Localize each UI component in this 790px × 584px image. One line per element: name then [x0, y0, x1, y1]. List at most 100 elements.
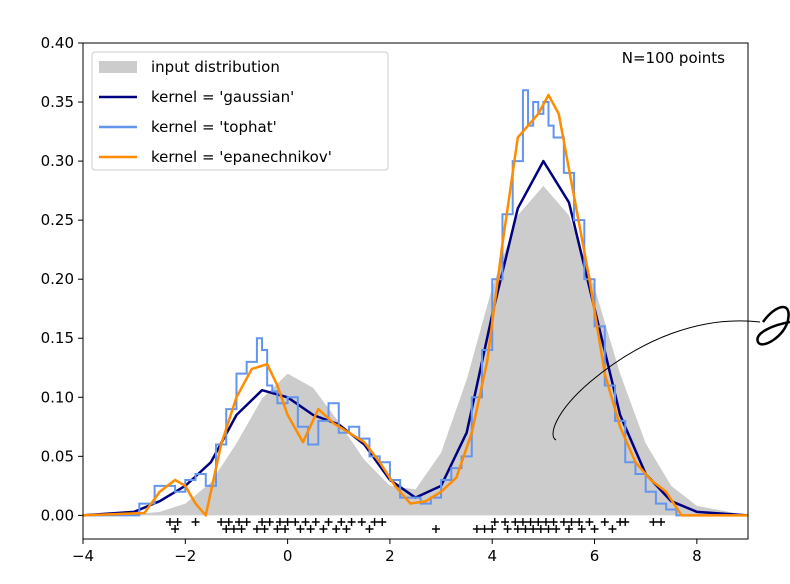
- y-tick-label: 0.25: [41, 211, 74, 229]
- sample-point: [564, 525, 573, 533]
- sample-point: [501, 518, 510, 526]
- sample-point: [171, 525, 180, 533]
- sample-point: [296, 525, 305, 533]
- sample-point: [472, 525, 481, 533]
- sample-point: [260, 525, 269, 533]
- sample-point: [480, 525, 489, 533]
- sample-point: [552, 525, 561, 533]
- sample-point: [513, 525, 522, 533]
- sample-point: [541, 518, 550, 526]
- sample-point: [342, 525, 351, 533]
- y-tick-label: 0.20: [41, 270, 74, 288]
- legend-label-tophat: kernel = 'tophat': [151, 118, 277, 136]
- signature-stroke: [552, 320, 761, 441]
- series-tophat: [83, 89, 748, 517]
- sample-point: [567, 518, 576, 526]
- sample-point: [235, 518, 244, 526]
- x-axis: −4 −2 0 2 4 6 8: [72, 539, 702, 565]
- y-tick-label: 0.35: [41, 93, 74, 111]
- sample-point: [237, 525, 246, 533]
- signature-drawing: [552, 305, 790, 441]
- legend-label-epanechnikov: kernel = 'epanechnikov': [151, 148, 332, 166]
- sample-point: [311, 518, 320, 526]
- sample-point: [657, 518, 666, 526]
- sample-point: [600, 518, 609, 526]
- sample-point: [347, 518, 356, 526]
- sample-point: [324, 518, 333, 526]
- sample-point: [431, 525, 440, 533]
- sample-point: [549, 518, 558, 526]
- sample-point: [378, 518, 387, 526]
- sample-point: [490, 518, 499, 526]
- sample-point: [242, 518, 251, 526]
- x-tick-label: 0: [283, 547, 293, 565]
- sample-point: [608, 525, 617, 533]
- sample-point: [621, 518, 630, 526]
- sample-point: [273, 525, 282, 533]
- sample-point: [575, 518, 584, 526]
- sample-point: [252, 525, 261, 533]
- y-tick-label: 0.15: [41, 329, 74, 347]
- sample-point: [173, 518, 182, 526]
- x-tick-label: −2: [174, 547, 196, 565]
- y-tick-label: 0.30: [41, 152, 74, 170]
- sample-point: [258, 518, 267, 526]
- sample-point: [590, 525, 599, 533]
- sample-point: [332, 525, 341, 533]
- sample-point: [337, 518, 346, 526]
- sample-point: [365, 525, 374, 533]
- sample-point: [529, 525, 538, 533]
- y-tick-label: 0.40: [41, 34, 74, 52]
- x-tick-label: 2: [385, 547, 395, 565]
- sample-point: [222, 525, 231, 533]
- sample-point: [306, 525, 315, 533]
- sample-point: [536, 525, 545, 533]
- sample-point: [577, 525, 586, 533]
- sample-point: [319, 525, 328, 533]
- y-tick-label: 0.10: [41, 388, 74, 406]
- plot-area: [83, 89, 748, 533]
- sample-point: [291, 518, 300, 526]
- sample-point: [301, 518, 310, 526]
- sample-point: [165, 518, 174, 526]
- signature-loop: [756, 305, 790, 346]
- sample-point: [229, 525, 238, 533]
- series-input-distribution: [83, 185, 748, 516]
- sample-point: [265, 518, 274, 526]
- sample-point: [585, 518, 594, 526]
- sample-point: [281, 525, 290, 533]
- sample-point: [488, 525, 497, 533]
- x-tick-label: 6: [590, 547, 600, 565]
- y-axis: 0.00 0.05 0.10 0.15 0.20 0.25 0.30 0.35 0.40: [41, 34, 83, 524]
- x-tick-label: 8: [692, 547, 702, 565]
- legend-label-gaussian: kernel = 'gaussian': [151, 88, 294, 106]
- sample-point: [534, 518, 543, 526]
- x-tick-label: −4: [72, 547, 94, 565]
- sample-point: [526, 518, 535, 526]
- annotation-n-points: N=100 points: [622, 49, 725, 67]
- axes-frame: [82, 42, 749, 540]
- legend: input distribution kernel = 'gaussian' k…: [91, 51, 389, 171]
- legend-swatch-input: [99, 61, 137, 73]
- legend-box: [91, 51, 389, 171]
- legend-label-input: input distribution: [151, 58, 280, 76]
- sample-point: [191, 518, 200, 526]
- sample-point: [511, 518, 520, 526]
- sample-point: [649, 518, 658, 526]
- sample-point: [518, 518, 527, 526]
- sample-point: [357, 518, 366, 526]
- y-tick-label: 0.05: [41, 447, 74, 465]
- sample-point: [224, 518, 233, 526]
- sample-point: [521, 525, 530, 533]
- series-epanechnikov: [83, 93, 748, 517]
- sample-point: [217, 518, 226, 526]
- sample-point: [544, 525, 553, 533]
- sample-point: [275, 518, 284, 526]
- sample-point: [370, 518, 379, 526]
- y-tick-label: 0.00: [41, 506, 74, 524]
- sample-point: [503, 525, 512, 533]
- x-tick-label: 4: [487, 547, 497, 565]
- sample-point: [283, 518, 292, 526]
- sample-point: [559, 518, 568, 526]
